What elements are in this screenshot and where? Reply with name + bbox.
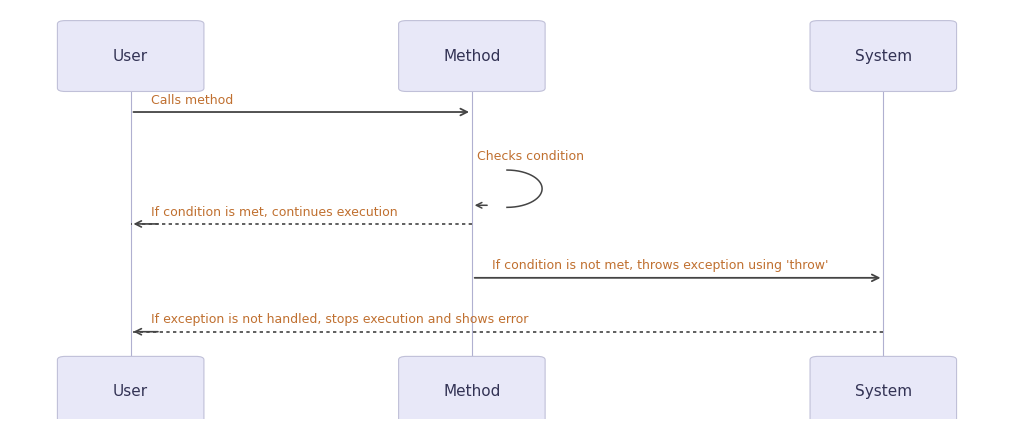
Text: Checks condition: Checks condition [477, 150, 584, 162]
Text: User: User [113, 49, 148, 63]
Text: If condition is not met, throws exception using 'throw': If condition is not met, throws exceptio… [492, 259, 828, 272]
FancyBboxPatch shape [57, 357, 204, 423]
Text: System: System [855, 385, 911, 399]
FancyBboxPatch shape [57, 21, 204, 91]
Text: User: User [113, 385, 148, 399]
Text: System: System [855, 49, 911, 63]
FancyBboxPatch shape [810, 21, 956, 91]
Text: If condition is met, continues execution: If condition is met, continues execution [151, 206, 397, 219]
Text: Method: Method [443, 49, 501, 63]
Text: Method: Method [443, 385, 501, 399]
Text: If exception is not handled, stops execution and shows error: If exception is not handled, stops execu… [151, 313, 528, 326]
FancyBboxPatch shape [398, 21, 545, 91]
FancyBboxPatch shape [398, 357, 545, 423]
Text: Calls method: Calls method [151, 93, 233, 107]
FancyBboxPatch shape [810, 357, 956, 423]
